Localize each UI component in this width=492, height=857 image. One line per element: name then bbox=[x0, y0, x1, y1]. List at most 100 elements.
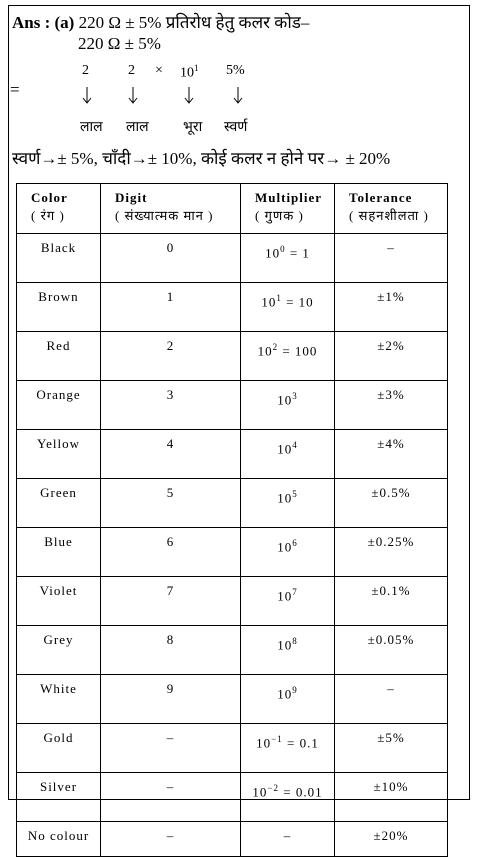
table-cell: 8 bbox=[100, 625, 241, 675]
table-cell: ±5% bbox=[334, 723, 448, 773]
exponent: 5 bbox=[292, 489, 298, 499]
color-name: भूरा bbox=[183, 120, 203, 135]
table-cell: Black bbox=[16, 233, 101, 283]
table-cell: – bbox=[240, 821, 335, 857]
base: 10 bbox=[277, 392, 293, 408]
equals: = bbox=[10, 80, 20, 99]
line-2: 220 Ω ± 5% bbox=[78, 34, 161, 53]
column-title: Color bbox=[31, 190, 68, 205]
table-cell: – bbox=[334, 233, 448, 283]
table-cell: Green bbox=[16, 478, 101, 528]
color-name: लाल bbox=[126, 120, 149, 135]
table-cell: 104 bbox=[240, 429, 335, 479]
base: 10 bbox=[257, 343, 273, 359]
exponent: 9 bbox=[292, 685, 298, 695]
table-cell: ±1% bbox=[334, 282, 448, 332]
table-cell: 108 bbox=[240, 625, 335, 675]
base: 10 bbox=[277, 637, 293, 653]
exponent: 8 bbox=[292, 636, 298, 646]
digit-exp: 1 bbox=[194, 63, 199, 73]
table-cell: Grey bbox=[16, 625, 101, 675]
base: 10 bbox=[265, 245, 281, 261]
table-row: Brown 1 101 = 10 ±1% bbox=[16, 282, 448, 332]
table-cell: ±10% bbox=[334, 772, 448, 822]
table-cell: Silver bbox=[16, 772, 101, 822]
table-cell: – bbox=[100, 772, 241, 822]
digit-text: 2 bbox=[128, 63, 135, 78]
table-cell: ±0.25% bbox=[334, 527, 448, 577]
header-cell: Tolerance ( सहनशीलता ) bbox=[334, 183, 448, 234]
color-name: लाल bbox=[80, 120, 103, 135]
header-cell: Color ( रंग ) bbox=[16, 183, 101, 234]
color-name: स्वर्ण bbox=[224, 120, 248, 135]
page: Ans : (a) 220 Ω ± 5% प्रतिरोध हेतु कलर क… bbox=[8, 5, 470, 857]
table-cell: Violet bbox=[16, 576, 101, 626]
base: 10 bbox=[277, 686, 293, 702]
arrow bbox=[233, 87, 243, 104]
line-1: Ans : (a) 220 Ω ± 5% प्रतिरोध हेतु कलर क… bbox=[12, 10, 309, 33]
table-cell: 1 bbox=[100, 282, 241, 332]
table-cell: 2 bbox=[100, 331, 241, 381]
exponent: 1 bbox=[276, 293, 282, 303]
table-row: Blue 6 106 ±0.25% bbox=[16, 527, 448, 577]
table-cell: 10−1 = 0.1 bbox=[240, 723, 335, 773]
column-subtitle: ( संख्यात्मक मान ) bbox=[115, 208, 214, 223]
table-cell: Red bbox=[16, 331, 101, 381]
arrow bbox=[128, 87, 138, 104]
table-row: Black 0 100 = 1– bbox=[16, 233, 448, 283]
arrow-group bbox=[82, 87, 243, 104]
column-subtitle: ( गुणक ) bbox=[255, 208, 304, 223]
table-cell: 4 bbox=[100, 429, 241, 479]
table-cell: – bbox=[100, 723, 241, 773]
table-row: No colour – – ±20% bbox=[16, 821, 448, 857]
rest: = 1 bbox=[285, 245, 310, 261]
table-cell: – bbox=[100, 821, 241, 857]
rest: = 0.1 bbox=[282, 735, 319, 751]
exponent: 4 bbox=[292, 440, 298, 450]
table-cell: 100 = 1 bbox=[240, 233, 335, 283]
table-cell: 0 bbox=[100, 233, 241, 283]
table-cell: Orange bbox=[16, 380, 101, 430]
tolerance-note: स्वर्ण→± 5%, चाँदी→± 10%, कोई कलर न होने… bbox=[12, 149, 391, 168]
table-cell: ±2% bbox=[334, 331, 448, 381]
base: 10 bbox=[277, 490, 293, 506]
table-cell: ±4% bbox=[334, 429, 448, 479]
digit: 2 bbox=[128, 63, 135, 79]
arrows bbox=[82, 87, 243, 104]
exponent: 7 bbox=[292, 587, 298, 597]
table-cell: ±20% bbox=[334, 821, 448, 857]
table-row: Silver –10−2 = 0.01 ±10% bbox=[16, 772, 448, 822]
table-row: Yellow 4 104 ±4% bbox=[16, 429, 448, 479]
table-cell: 7 bbox=[100, 576, 241, 626]
table-cell: ±0.5% bbox=[334, 478, 448, 528]
column-title: Tolerance bbox=[349, 190, 413, 205]
color-code-table: Color ( रंग ) Digit ( संख्यात्मक मान ) Multi… bbox=[16, 183, 448, 857]
table-cell: 102 = 100 bbox=[240, 331, 335, 381]
digit: × bbox=[155, 63, 163, 79]
exponent: −2 bbox=[267, 783, 279, 793]
exponent: 6 bbox=[292, 538, 298, 548]
digit: 5% bbox=[226, 63, 245, 79]
table-row: Violet 7 107 ±0.1% bbox=[16, 576, 448, 626]
column-subtitle: ( रंग ) bbox=[31, 208, 65, 223]
base: 10 bbox=[277, 588, 293, 604]
rest: = 0.01 bbox=[278, 784, 323, 800]
column-subtitle: ( सहनशीलता ) bbox=[349, 208, 429, 223]
rest: = 100 bbox=[278, 343, 318, 359]
table-cell: ±0.1% bbox=[334, 576, 448, 626]
table-cell: Brown bbox=[16, 282, 101, 332]
header-cell: Multiplier ( गुणक ) bbox=[240, 183, 335, 234]
base: 10 bbox=[261, 294, 277, 310]
exponent: 3 bbox=[292, 391, 298, 401]
table-cell: – bbox=[334, 674, 448, 724]
table-cell: 3 bbox=[100, 380, 241, 430]
table-cell: 101 = 10 bbox=[240, 282, 335, 332]
header-cell: Digit ( संख्यात्मक मान ) bbox=[100, 183, 241, 234]
digit: 101 bbox=[180, 63, 199, 82]
base: 10 bbox=[277, 539, 293, 555]
table-cell: White bbox=[16, 674, 101, 724]
table-row: Orange 3 103 ±3% bbox=[16, 380, 448, 430]
table-cell: 10−2 = 0.01 bbox=[240, 772, 335, 822]
base: 10 bbox=[252, 784, 268, 800]
table-cell: 106 bbox=[240, 527, 335, 577]
